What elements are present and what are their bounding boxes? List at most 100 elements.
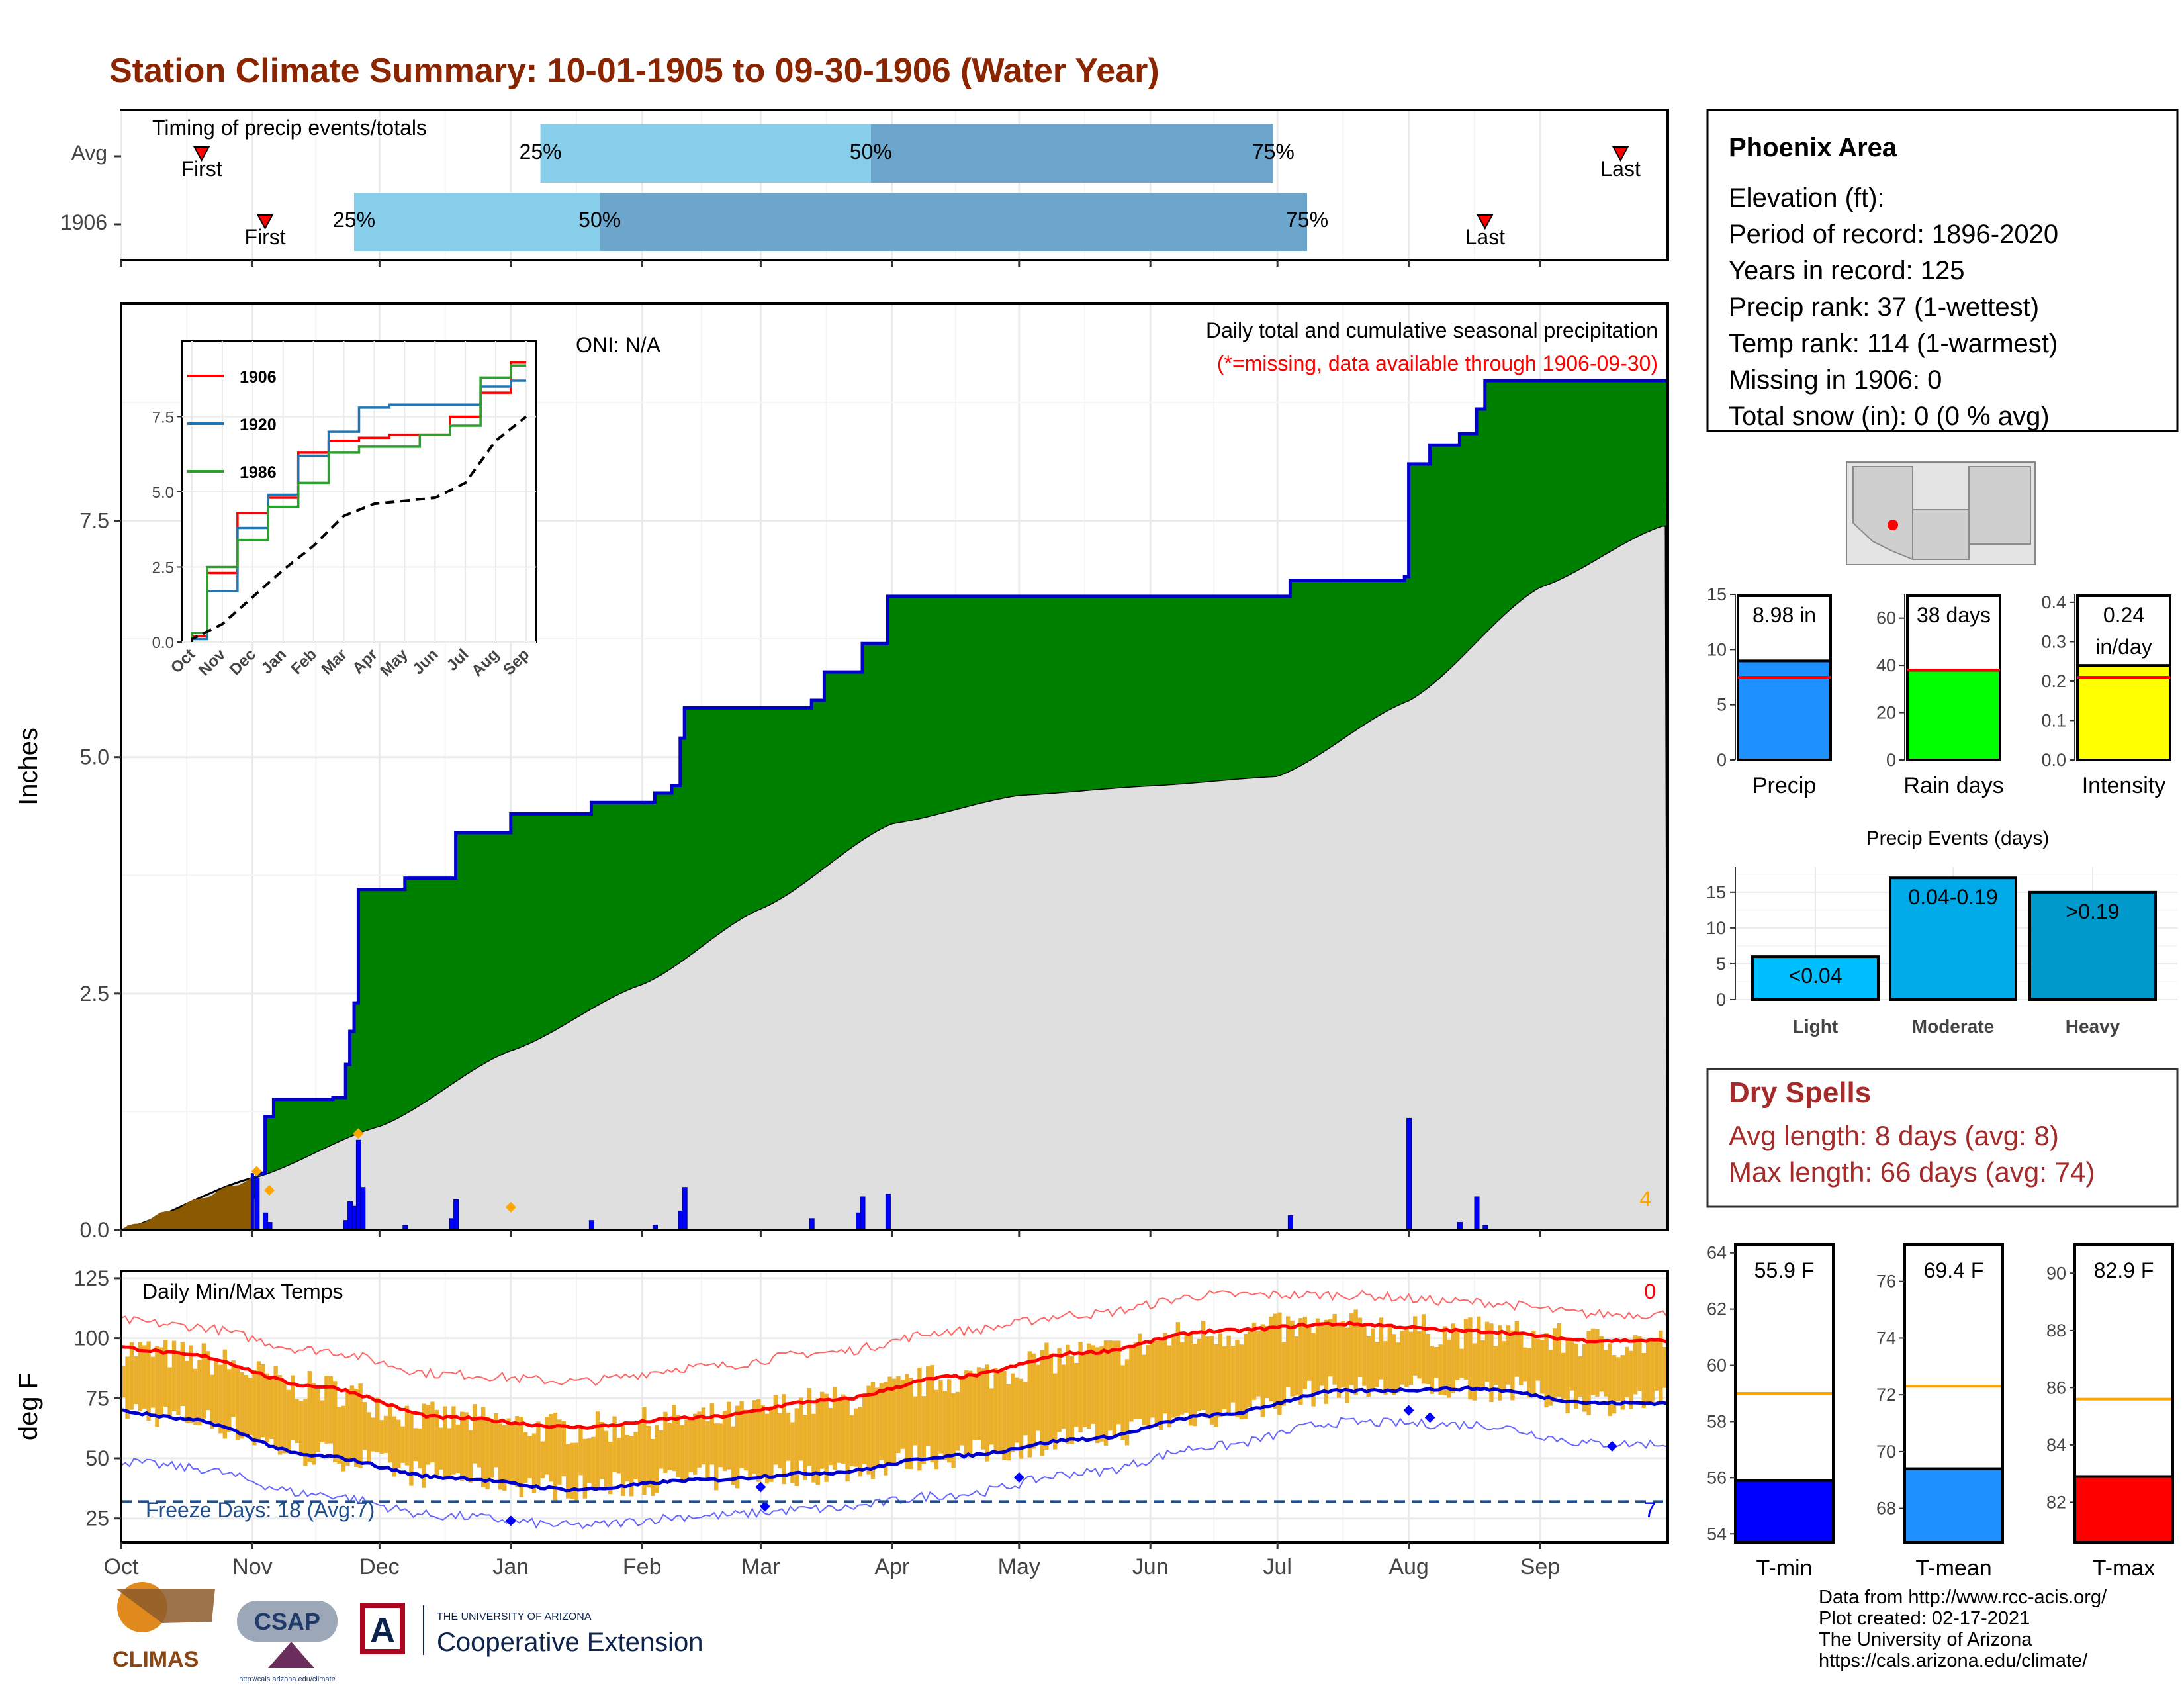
daily-temp-bar xyxy=(756,1399,761,1482)
daily-temp-bar xyxy=(1662,1346,1667,1388)
legend-label-1920: 1920 xyxy=(240,416,277,434)
daily-temp-bar xyxy=(854,1408,858,1467)
temp-summary-y-tick-label: 82 xyxy=(2046,1492,2066,1512)
daily-temp-bar xyxy=(146,1341,151,1421)
summary-value-label: 38 days xyxy=(1917,603,1991,627)
daily-temp-bar xyxy=(1472,1343,1477,1401)
daily-temp-bar xyxy=(502,1425,507,1491)
daily-temp-bar xyxy=(955,1391,960,1451)
daily-temp-bar xyxy=(1184,1333,1189,1413)
daily-temp-bar xyxy=(947,1379,952,1463)
daily-temp-bar xyxy=(1226,1335,1231,1415)
daily-temp-bar xyxy=(481,1407,486,1487)
timing-row-label-year: 1906 xyxy=(60,211,107,234)
daily-temp-bar xyxy=(345,1388,350,1466)
daily-temp-bar xyxy=(1256,1331,1261,1397)
dry-spells-title: Dry Spells xyxy=(1729,1076,1871,1109)
daily-temp-bar xyxy=(815,1398,820,1485)
daily-temp-bar xyxy=(159,1347,163,1416)
daily-temp-bar xyxy=(506,1418,511,1481)
daily-temp-bar xyxy=(1294,1336,1299,1396)
daily-temp-bar xyxy=(1044,1342,1049,1450)
daily-temp-bar xyxy=(960,1379,964,1446)
daily-temp-bar xyxy=(455,1424,460,1473)
precip-panel: 0.0 2.5 5.0 7.5 Inches Daily total and cumu… xyxy=(14,302,1669,1242)
station-info-box: Phoenix Area Elevation (ft): Period of r… xyxy=(1706,109,2179,432)
month-tick-label: Jun xyxy=(1132,1554,1169,1579)
daily-temp-bar xyxy=(1320,1322,1324,1386)
daily-temp-bar xyxy=(582,1438,587,1499)
temp-y-tick-label: 125 xyxy=(74,1266,109,1290)
daily-temp-bar xyxy=(210,1374,214,1429)
events-category-label: Moderate xyxy=(1912,1016,1994,1037)
month-tick-label: Nov xyxy=(232,1554,272,1579)
daily-temp-bar xyxy=(464,1412,469,1479)
temp-y-tick-label: 100 xyxy=(74,1327,109,1350)
temp-summary-y-tick-label: 76 xyxy=(1876,1272,1896,1291)
daily-temp-bar xyxy=(354,1389,359,1468)
daily-temp-bar xyxy=(409,1413,414,1486)
daily-temp-bar xyxy=(1175,1322,1180,1417)
month-tick-label: Sep xyxy=(1520,1554,1561,1579)
daily-temp-bar xyxy=(879,1383,884,1460)
daily-temp-bar xyxy=(1036,1364,1040,1431)
month-tick-label: Apr xyxy=(874,1554,909,1579)
precip-subtitle: (*=missing, data available through 1906-… xyxy=(1217,352,1658,375)
events-y-tick-label: 15 xyxy=(1706,882,1726,902)
daily-temp-bar xyxy=(600,1422,604,1479)
timing-label-last: Last xyxy=(1600,157,1641,181)
temp-summary-t-mean: 68 70 72 74 76 69.4 F T-mean xyxy=(1876,1243,2004,1581)
daily-temp-bar xyxy=(138,1342,142,1411)
summary-category-label: Intensity xyxy=(2082,773,2166,798)
daily-temp-bar xyxy=(752,1400,756,1474)
credit-line: https://cals.arizona.edu/climate/ xyxy=(1819,1650,2088,1671)
ua-logo: A THE UNIVERSITY OF ARIZONA Cooperative … xyxy=(360,1603,703,1657)
daily-temp-bar xyxy=(1069,1356,1074,1444)
daily-temp-bar xyxy=(1273,1313,1278,1409)
daily-temp-bar xyxy=(545,1417,549,1475)
daily-temp-bar xyxy=(803,1415,807,1480)
daily-temp-bar xyxy=(1531,1330,1536,1396)
daily-temp-bar xyxy=(1324,1319,1328,1404)
daily-temp-bar xyxy=(540,1441,545,1479)
daily-temp-bar xyxy=(1281,1342,1286,1406)
daily-temp-bar xyxy=(604,1430,608,1489)
daily-temp-bar xyxy=(418,1428,422,1469)
daily-temp-bar xyxy=(383,1415,388,1453)
daily-temp-bar xyxy=(1048,1353,1053,1443)
daily-temp-bar xyxy=(1421,1314,1426,1384)
daily-temp-bar xyxy=(1341,1321,1345,1388)
credit-line: Data from http://www.rcc-acis.org/ xyxy=(1819,1587,2107,1608)
daily-temp-bar xyxy=(731,1426,735,1485)
daily-temp-bar xyxy=(926,1366,931,1446)
daily-temp-bar xyxy=(1315,1318,1320,1392)
legend-label-1906: 1906 xyxy=(240,368,277,387)
daily-temp-bar xyxy=(1239,1344,1244,1420)
temp-summary-bar xyxy=(2073,1475,2174,1544)
daily-temp-bar xyxy=(900,1380,905,1449)
daily-temp-bar xyxy=(358,1383,363,1468)
credit-line: The University of Arizona xyxy=(1819,1629,2032,1650)
daily-temp-bar xyxy=(930,1365,934,1463)
daily-temp-bar xyxy=(171,1340,177,1411)
daily-temp-bar xyxy=(1074,1362,1079,1427)
info-line: Precip rank: 37 (1-wettest) xyxy=(1729,293,2039,322)
temp-frame-border xyxy=(120,1270,1669,1544)
precip-events-chart: Precip Events (days) 0 5 10 15 <0.04 Light 0.0… xyxy=(1706,827,2177,1037)
events-y-tick-label: 0 xyxy=(1716,990,1726,1009)
daily-temp-bar xyxy=(1193,1344,1197,1427)
daily-temp-bar xyxy=(574,1442,579,1503)
daily-temp-bar xyxy=(697,1411,702,1468)
daily-temp-bar xyxy=(1053,1373,1058,1450)
daily-temp-bar xyxy=(701,1407,706,1465)
daily-temp-bar xyxy=(1654,1340,1659,1391)
daily-temp-bar xyxy=(837,1399,841,1463)
daily-temp-bar xyxy=(222,1349,227,1439)
daily-temp-bar xyxy=(1146,1345,1151,1430)
credit-line: Plot created: 02-17-2021 xyxy=(1819,1608,2030,1629)
temp-y-tick-label: 50 xyxy=(85,1446,109,1470)
daily-temp-bar xyxy=(324,1376,329,1444)
daily-temp-bar xyxy=(1387,1323,1392,1391)
daily-temp-bar xyxy=(1057,1348,1062,1432)
temp-y-tick-label: 25 xyxy=(85,1507,109,1530)
